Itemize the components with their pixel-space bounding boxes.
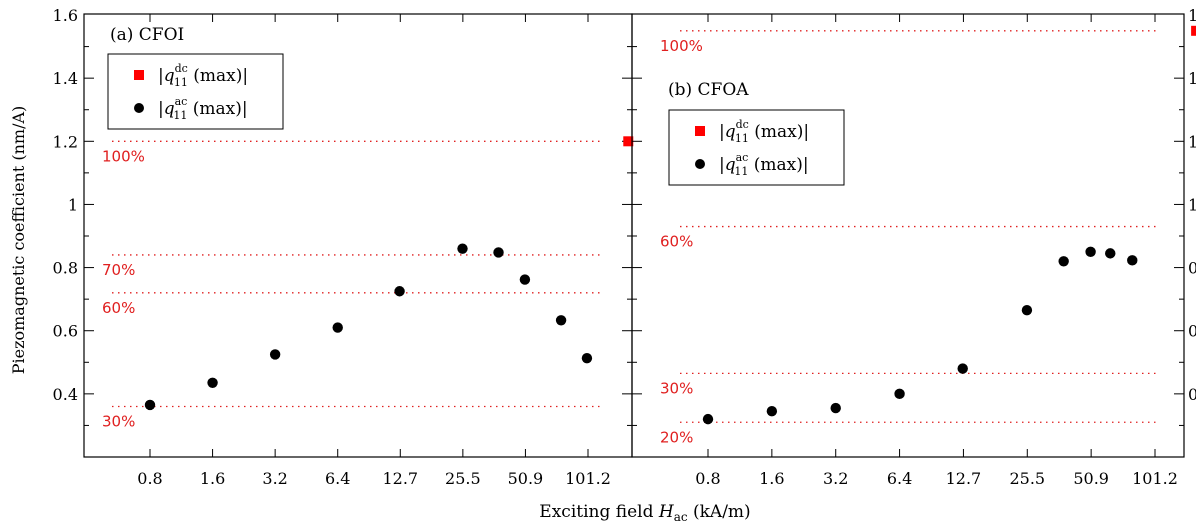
data-point-ac [269, 349, 281, 360]
x-tick-label: 0.8 [137, 469, 162, 488]
x-tick-label: 6.4 [325, 469, 350, 488]
x-tick-label: 6.4 [887, 469, 912, 488]
data-point-ac [1105, 248, 1116, 259]
reference-line-label: 60% [102, 299, 135, 317]
reference-line-label: 20% [660, 428, 693, 446]
legend-entry-sub: 11 [734, 165, 748, 178]
y-tick-label: 1.6 [53, 6, 78, 25]
reference-line-label: 60% [660, 233, 693, 251]
panel-title: (a) CFOI [110, 25, 184, 45]
legend-entry-var: |q [158, 99, 175, 119]
data-point-ac [830, 402, 841, 414]
panel-cfoa: 0.4 0.6 0.8 1 1.2 1.4 1.6 0.8 1.6 3.2 6.4 12.7 25.5 5… [631, 6, 1196, 488]
x-tick-label: 25.5 [445, 469, 481, 488]
data-point-ac [144, 399, 156, 411]
plot-frame [631, 13, 1185, 458]
legend-marker-ac [134, 103, 144, 113]
data-point-ac [1127, 255, 1138, 266]
data-point-ac [1021, 304, 1033, 316]
x-tick-label: 12.7 [946, 469, 982, 488]
y-tick-label: 1.4 [53, 69, 78, 88]
data-point-ac [1058, 256, 1069, 267]
panel-title: (b) CFOA [668, 80, 749, 100]
legend-entry-label: |qac 11 (max)| [719, 151, 809, 178]
data-point-dc [1191, 25, 1196, 36]
data-point-ac [581, 352, 593, 364]
x-tick-label: 3.2 [823, 469, 848, 488]
x-axis-label-prefix: Exciting field [539, 502, 659, 522]
x-tick-label: 12.7 [382, 469, 418, 488]
y-tick-label: 1 [68, 195, 78, 214]
y-tick-label-right: 1 [1188, 195, 1196, 214]
legend-entry-var: |q [158, 66, 175, 86]
x-tick-label: 50.9 [1073, 469, 1109, 488]
y-axis-label: Piezomagnetic coefficient (nm/A) [9, 106, 28, 375]
legend-entry-sub: 11 [173, 109, 187, 122]
data-point-ac [394, 286, 405, 297]
reference-line-label: 30% [102, 412, 135, 430]
reference-line-label: 100% [102, 147, 145, 165]
x-axis-label: Exciting field Hac (kA/m) [539, 502, 750, 524]
data-point-ac [493, 247, 504, 258]
legend-entry-sup: ac [736, 151, 749, 164]
y-tick-label: 1.2 [53, 132, 78, 151]
legend-marker-dc [134, 70, 144, 80]
y-tick-label-right: 1.4 [1188, 69, 1196, 88]
x-axis-label-sub: ac [674, 510, 688, 524]
axes-layer: 0.4 0.6 0.8 1 1.2 1.4 1.6 0.8 1.6 3.2 6.4 12.7 25.5 5… [53, 6, 1196, 488]
x-tick-label: 3.2 [262, 469, 287, 488]
reference-line-label: 30% [660, 379, 693, 397]
reference-line-label: 100% [660, 37, 703, 55]
y-tick-label-right: 1.6 [1188, 6, 1196, 25]
data-point-ac [457, 243, 468, 254]
legend-entry-sup: ac [175, 95, 188, 108]
legend-entry-sup: dc [736, 118, 749, 131]
x-tick-label: 101.2 [565, 469, 611, 488]
data-point-ac [702, 413, 714, 425]
x-tick-label: 25.5 [1009, 469, 1045, 488]
x-axis-label-suffix: (kA/m) [688, 502, 751, 522]
data-point-ac [957, 363, 968, 374]
data-point-ac [207, 377, 218, 389]
legend-marker-ac [695, 159, 705, 169]
legend-box [107, 53, 284, 130]
y-tick-label: 0.6 [53, 322, 78, 341]
data-point-ac [555, 315, 567, 326]
y-tick-label-right: 0.4 [1188, 385, 1196, 404]
legend-entry-var: |q [719, 155, 736, 175]
x-tick-label: 101.2 [1132, 469, 1178, 488]
legend-entry-sub: 11 [735, 132, 749, 145]
data-point-ac [894, 388, 905, 400]
legend-box [668, 109, 845, 186]
legend-marker-dc [695, 126, 705, 136]
x-tick-label: 50.9 [508, 469, 544, 488]
legend-entry-label: |qdc 11 (max)| [719, 118, 809, 145]
data-point-dc [623, 136, 634, 147]
legend-entry-tail: (max)| [187, 99, 247, 119]
x-tick-label: 0.8 [695, 469, 720, 488]
reference-line-label: 70% [102, 261, 135, 279]
data-point-ac [332, 322, 343, 333]
y-tick-label-right: 0.6 [1188, 322, 1196, 341]
legend-entry-var: |q [719, 122, 736, 142]
legend-entry-tail: (max)| [748, 155, 808, 175]
x-tick-label: 1.6 [200, 469, 225, 488]
y-tick-label-right: 1.2 [1188, 132, 1196, 151]
y-tick-label-right: 0.8 [1188, 259, 1196, 278]
y-tick-label: 0.4 [53, 385, 78, 404]
x-tick-label: 1.6 [759, 469, 784, 488]
legend-entry-sub: 11 [174, 76, 188, 89]
legend-entry-label: |qac 11 (max)| [158, 95, 248, 122]
data-point-ac [519, 274, 531, 285]
data-point-ac [1085, 246, 1096, 257]
legend-entry-tail: (max)| [749, 122, 809, 142]
panel-cfoi: 0.4 0.6 0.8 1 1.2 1.4 1.6 0.8 1.6 3.2 6.4 12.7 25.5 5… [53, 6, 634, 488]
legend-entry-sup: dc [175, 62, 188, 75]
x-axis-label-var: H [658, 502, 675, 522]
legend-entry-label: |qdc 11 (max)| [158, 62, 248, 89]
y-tick-label: 0.8 [53, 259, 78, 278]
legend-entry-tail: (max)| [188, 66, 248, 86]
data-point-ac [766, 406, 778, 417]
